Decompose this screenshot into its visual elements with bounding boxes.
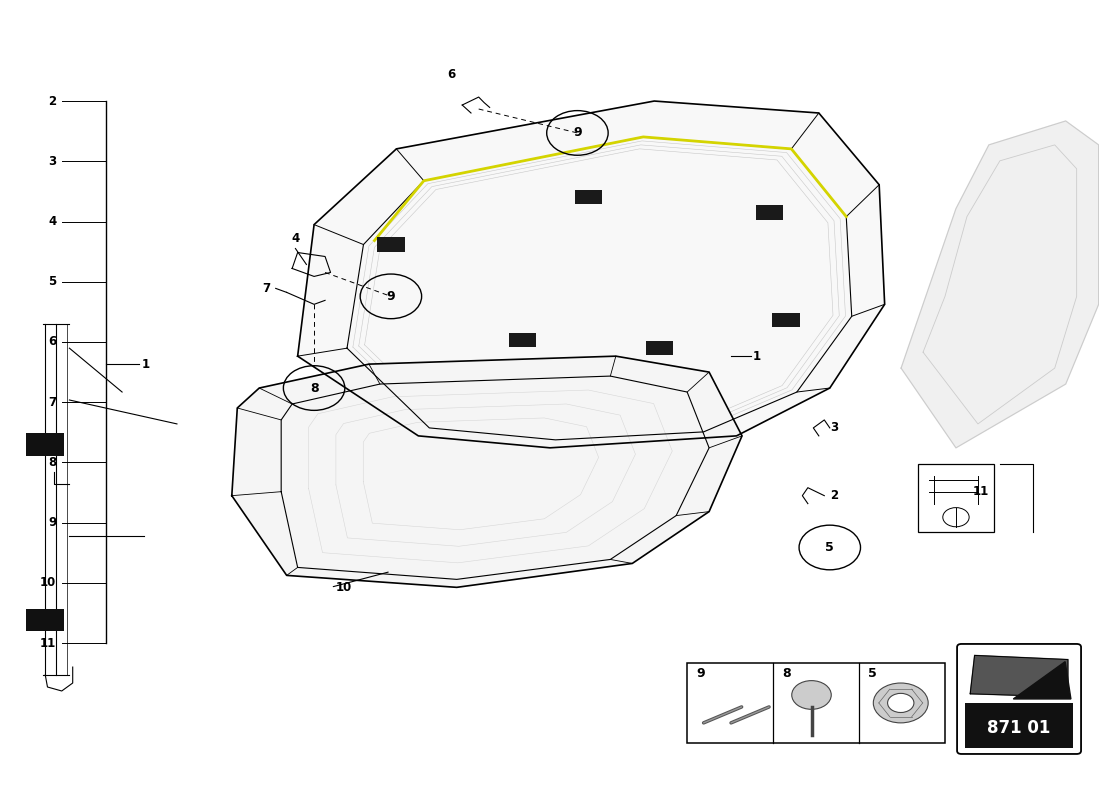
- Polygon shape: [1013, 662, 1071, 699]
- Bar: [25, 609, 64, 631]
- Circle shape: [888, 694, 914, 713]
- Text: 5: 5: [825, 541, 834, 554]
- Text: 8: 8: [310, 382, 318, 394]
- Circle shape: [873, 683, 928, 723]
- Text: 4: 4: [292, 231, 299, 245]
- Text: 7: 7: [48, 396, 56, 409]
- Bar: [25, 434, 64, 456]
- Bar: [574, 190, 602, 204]
- Text: 1: 1: [142, 358, 150, 370]
- Bar: [688, 663, 945, 743]
- Text: 871 01: 871 01: [988, 719, 1050, 737]
- Bar: [377, 238, 405, 252]
- Text: 8: 8: [48, 456, 56, 469]
- Text: 2: 2: [48, 94, 56, 107]
- Text: 11: 11: [40, 637, 56, 650]
- Text: 4: 4: [48, 215, 56, 228]
- Bar: [772, 313, 800, 327]
- FancyBboxPatch shape: [957, 644, 1081, 754]
- Text: 6: 6: [447, 68, 455, 81]
- Text: 10: 10: [336, 581, 352, 594]
- Text: 9: 9: [573, 126, 582, 139]
- Polygon shape: [901, 121, 1099, 448]
- Bar: [965, 702, 1074, 748]
- Bar: [756, 206, 783, 220]
- Text: 2: 2: [829, 489, 838, 502]
- Text: 9: 9: [386, 290, 395, 303]
- Text: 6: 6: [48, 335, 56, 349]
- Text: 3: 3: [829, 422, 838, 434]
- Text: 9: 9: [696, 667, 705, 681]
- Text: 9: 9: [48, 516, 56, 529]
- Text: 8: 8: [782, 667, 791, 681]
- Text: 10: 10: [40, 577, 56, 590]
- Text: 5: 5: [868, 667, 877, 681]
- Text: a passion for details: a passion for details: [293, 492, 544, 516]
- Bar: [917, 464, 994, 531]
- Polygon shape: [298, 101, 884, 448]
- Text: 7: 7: [262, 282, 271, 295]
- Circle shape: [792, 681, 832, 710]
- Text: 3: 3: [48, 154, 56, 168]
- Bar: [646, 341, 673, 355]
- Polygon shape: [232, 356, 743, 587]
- Polygon shape: [970, 655, 1068, 697]
- Text: clubparts: clubparts: [249, 385, 588, 447]
- Bar: [509, 333, 537, 347]
- Text: 5: 5: [48, 275, 56, 288]
- Text: 1: 1: [754, 350, 761, 362]
- Text: 11: 11: [972, 485, 989, 498]
